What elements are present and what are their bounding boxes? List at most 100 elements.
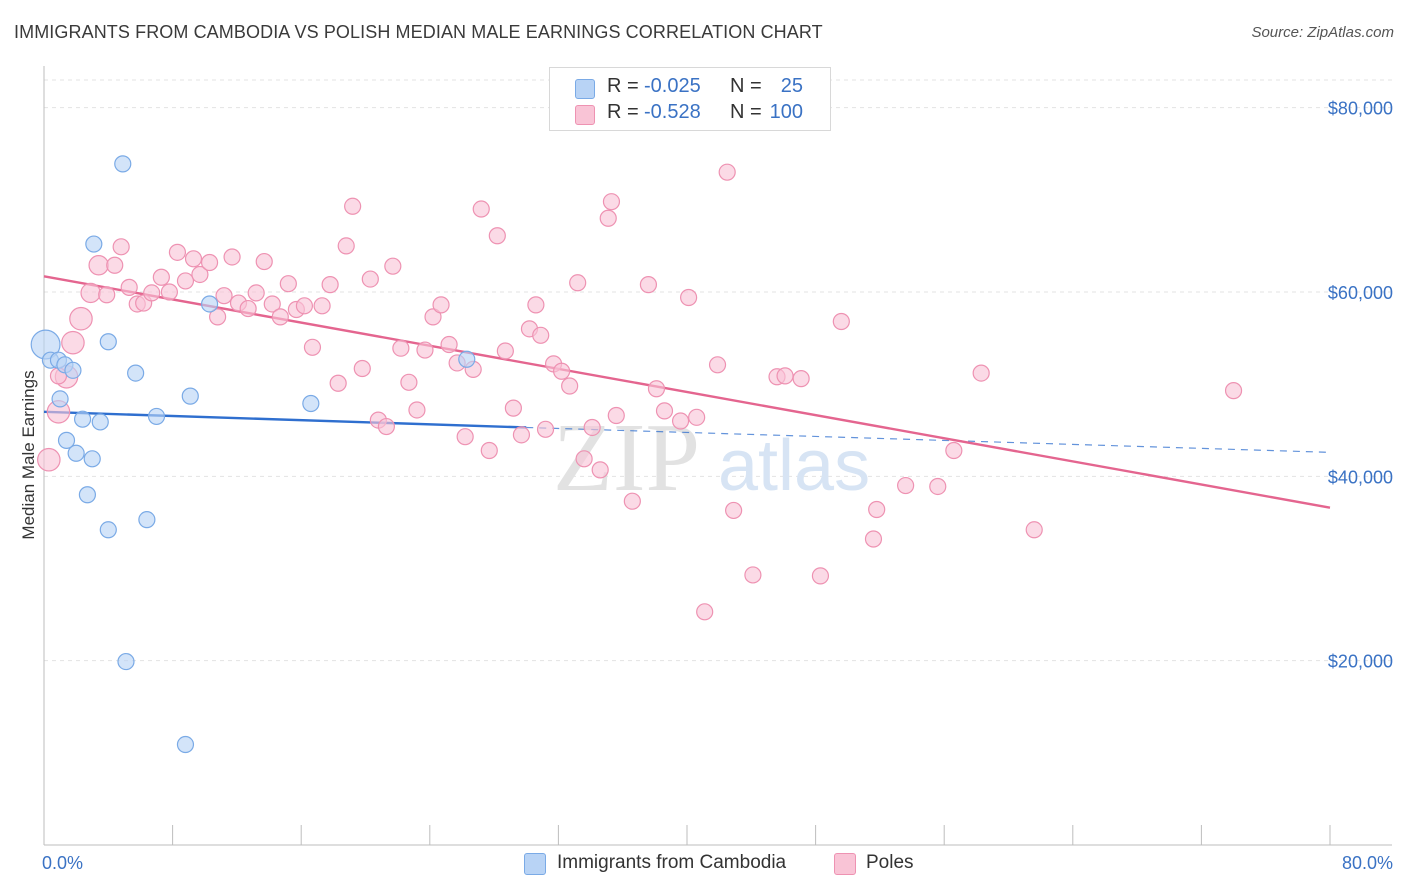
trend-line-cambodia-extension [526, 426, 1331, 453]
point-poles [532, 326, 550, 344]
chart-title: IMMIGRANTS FROM CAMBODIA VS POLISH MEDIA… [14, 22, 823, 42]
point-cambodia [85, 235, 103, 253]
point-poles [832, 312, 850, 331]
point-poles [295, 297, 314, 315]
point-cambodia [57, 431, 76, 449]
point-poles [639, 276, 658, 294]
point-cambodia [127, 364, 145, 382]
point-poles [599, 209, 617, 227]
point-poles [897, 476, 915, 495]
x-tick-label: 80.0% [1342, 853, 1393, 873]
trend-line-cambodia [43, 410, 527, 429]
watermark-atlas: atlas [718, 426, 870, 506]
point-cambodia [117, 652, 135, 671]
point-cambodia [181, 387, 199, 405]
y-tick-labels: $20,000 $40,000 $60,000 $80,000 [1328, 99, 1393, 672]
stats-legend: R = -0.025 N = 25 R = -0.528 N = 100 [549, 67, 831, 131]
point-poles [671, 412, 690, 430]
trend-lines [43, 275, 1331, 509]
point-poles [106, 256, 124, 274]
point-cambodia [73, 410, 92, 428]
point-poles [744, 566, 762, 584]
point-poles [488, 227, 506, 245]
point-poles [561, 377, 579, 395]
point-poles [647, 380, 666, 398]
point-poles [472, 200, 490, 218]
legend-row-poles: R = -0.528 N = 100 [550, 101, 830, 127]
point-poles [400, 373, 418, 391]
point-poles [255, 252, 273, 271]
point-poles [98, 286, 116, 304]
point-poles [344, 197, 362, 215]
point-poles [337, 237, 355, 255]
point-poles [416, 341, 434, 359]
legend-swatch-poles [834, 853, 856, 875]
point-poles [392, 339, 410, 357]
point-poles [361, 270, 379, 288]
point-cambodia [176, 735, 195, 754]
point-poles [37, 447, 61, 472]
point-cambodia [138, 511, 156, 529]
point-cambodia [91, 413, 109, 431]
point-poles [864, 530, 883, 548]
point-poles [718, 163, 736, 181]
y-tick-label: $20,000 [1328, 652, 1393, 672]
point-poles [384, 257, 402, 275]
point-poles [655, 402, 674, 420]
legend-label-poles: Poles [866, 852, 914, 873]
point-poles [191, 265, 209, 284]
point-poles [1025, 521, 1043, 539]
point-poles [303, 338, 322, 356]
data-points [30, 155, 1243, 754]
point-poles [480, 441, 498, 460]
point-poles [945, 441, 963, 460]
point-cambodia [114, 155, 132, 173]
point-poles [80, 282, 101, 304]
point-cambodia [78, 486, 97, 504]
point-cambodia [99, 333, 117, 351]
point-poles [69, 306, 93, 331]
point-poles [271, 308, 289, 326]
point-poles [553, 362, 571, 380]
x-tick-labels: 0.0% 80.0% [42, 853, 1393, 873]
point-poles [353, 359, 371, 378]
point-poles [263, 295, 281, 313]
point-poles [313, 297, 331, 315]
point-poles [569, 274, 587, 292]
point-poles [575, 450, 593, 468]
point-poles [456, 428, 474, 446]
point-poles [120, 278, 138, 296]
point-poles [143, 284, 161, 302]
point-poles [504, 399, 522, 417]
point-poles [440, 335, 458, 354]
point-poles [536, 420, 555, 438]
point-cambodia [99, 521, 117, 539]
point-poles [792, 370, 810, 388]
y-tick-label: $40,000 [1328, 467, 1393, 487]
point-poles [176, 272, 195, 290]
y-tick-label: $80,000 [1328, 99, 1393, 119]
point-cambodia [67, 444, 85, 462]
x-tick-label: 0.0% [42, 853, 83, 873]
point-poles [408, 401, 426, 419]
point-poles [696, 603, 714, 621]
point-cambodia [64, 361, 82, 379]
legend-r-value: -0.025 [644, 75, 701, 97]
point-poles [1224, 382, 1243, 400]
point-poles [680, 288, 698, 307]
point-poles [496, 342, 514, 360]
point-poles [424, 308, 442, 326]
point-poles [607, 406, 625, 425]
point-poles [200, 253, 219, 272]
point-poles [708, 356, 727, 374]
point-poles [623, 492, 641, 510]
legend-n-label: N = [730, 75, 762, 97]
point-poles [811, 567, 830, 585]
legend-r-label: R = [607, 75, 639, 97]
point-poles [152, 268, 170, 286]
legend-swatch-cambodia [524, 853, 546, 875]
point-poles [321, 276, 339, 294]
point-cambodia [51, 390, 69, 408]
point-poles [527, 296, 545, 314]
